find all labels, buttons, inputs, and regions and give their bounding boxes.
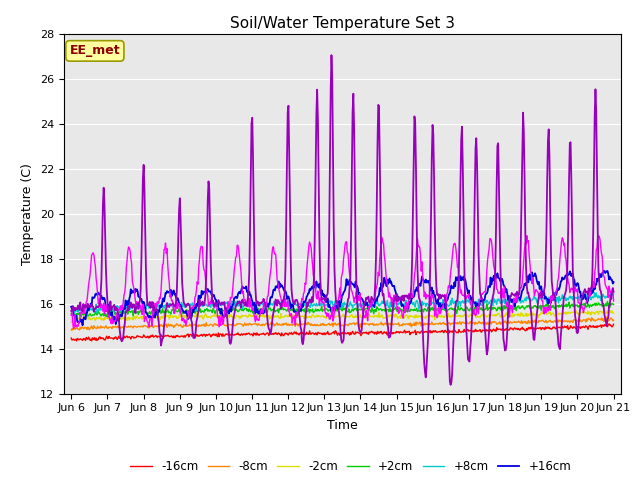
+64cm (425, 317, 433, 323)
-16cm (78, 336, 86, 342)
+2cm (67, 311, 75, 316)
Title: Soil/Water Temperature Set 3: Soil/Water Temperature Set 3 (230, 16, 455, 31)
Line: -16cm: -16cm (71, 324, 614, 341)
Line: +16cm: +16cm (71, 271, 614, 325)
-16cm (409, 330, 417, 336)
-2cm (217, 313, 225, 319)
+64cm (447, 382, 454, 388)
-8cm (603, 314, 611, 320)
-16cm (189, 332, 196, 338)
+16cm (610, 279, 618, 285)
-2cm (601, 306, 609, 312)
-2cm (133, 313, 141, 319)
+2cm (425, 304, 433, 310)
+8cm (78, 304, 86, 310)
+64cm (77, 307, 85, 312)
+8cm (67, 304, 75, 310)
+2cm (218, 307, 225, 313)
+32cm (409, 293, 417, 299)
+32cm (67, 312, 75, 318)
+8cm (425, 303, 433, 309)
-16cm (73, 338, 81, 344)
+8cm (189, 300, 196, 306)
Line: +2cm: +2cm (71, 301, 614, 317)
Line: -2cm: -2cm (71, 309, 614, 323)
+32cm (425, 292, 433, 298)
-8cm (189, 322, 196, 327)
-16cm (425, 330, 433, 336)
+64cm (67, 308, 75, 314)
+64cm (610, 289, 618, 295)
-8cm (134, 324, 141, 330)
+16cm (425, 279, 433, 285)
-2cm (188, 313, 196, 319)
+2cm (189, 305, 196, 311)
+16cm (218, 306, 225, 312)
-16cm (605, 321, 613, 327)
+8cm (70, 312, 78, 318)
-16cm (67, 335, 75, 341)
+8cm (134, 302, 141, 308)
-8cm (67, 327, 75, 333)
Y-axis label: Temperature (C): Temperature (C) (22, 163, 35, 264)
+64cm (328, 52, 335, 58)
+2cm (72, 314, 79, 320)
+64cm (133, 304, 141, 310)
+16cm (189, 307, 196, 312)
+64cm (188, 320, 196, 325)
+32cm (134, 303, 141, 309)
Line: -8cm: -8cm (71, 317, 614, 330)
+16cm (134, 288, 141, 294)
-8cm (409, 322, 417, 328)
-2cm (67, 320, 75, 325)
-2cm (424, 313, 432, 319)
+8cm (610, 291, 618, 297)
+2cm (78, 312, 86, 318)
-2cm (610, 311, 618, 316)
-16cm (218, 332, 225, 337)
+8cm (409, 302, 417, 308)
+32cm (189, 305, 196, 311)
+16cm (600, 268, 607, 274)
+32cm (78, 311, 86, 316)
+2cm (604, 299, 611, 304)
+32cm (218, 315, 225, 321)
+2cm (409, 307, 417, 313)
-8cm (610, 317, 618, 323)
+16cm (77, 319, 85, 324)
Line: +32cm: +32cm (71, 235, 614, 329)
-2cm (408, 313, 416, 319)
+32cm (594, 232, 602, 238)
-8cm (69, 327, 77, 333)
-8cm (78, 324, 86, 330)
-16cm (610, 322, 618, 327)
+2cm (610, 301, 618, 307)
Line: +8cm: +8cm (71, 293, 614, 315)
+8cm (591, 290, 598, 296)
X-axis label: Time: Time (327, 419, 358, 432)
-8cm (218, 322, 225, 328)
-8cm (425, 322, 433, 328)
-2cm (77, 317, 85, 323)
+64cm (409, 209, 417, 215)
+32cm (610, 298, 618, 304)
-16cm (134, 333, 141, 338)
+64cm (217, 302, 225, 308)
+32cm (70, 326, 77, 332)
Text: EE_met: EE_met (70, 44, 120, 58)
+2cm (134, 309, 141, 314)
+8cm (218, 303, 225, 309)
Line: +64cm: +64cm (71, 55, 614, 385)
+16cm (67, 304, 75, 310)
+16cm (79, 323, 86, 328)
+16cm (409, 295, 417, 300)
